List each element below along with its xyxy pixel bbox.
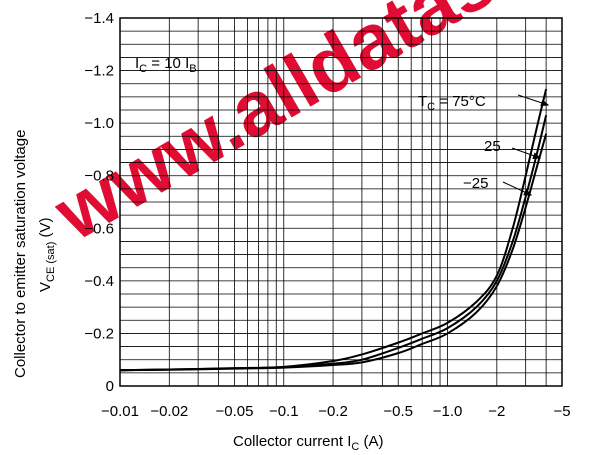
condition-label: IC = 10 IB (135, 55, 197, 75)
leader-75-arrow (540, 99, 550, 107)
series-label-75: TC = 75°C (418, 93, 486, 113)
x-tick-label: −5 (553, 403, 570, 420)
x-tick-label: −0.02 (150, 403, 188, 420)
y-tick-label: 0 (106, 378, 114, 395)
grid (120, 18, 562, 386)
x-tick-labels: −0.01 −0.02 −0.05 −0.1 −0.2 −0.5 −1.0 −2 −5 (101, 403, 571, 420)
x-tick-label: −0.5 (383, 403, 413, 420)
series-curves (119, 88, 548, 372)
y-tick-label: −0.2 (84, 325, 114, 342)
y-axis-label-line2: VCE (sat) (V) (37, 217, 57, 292)
leader-25-arrow (532, 152, 542, 159)
y-tick-label: −1.0 (84, 115, 114, 132)
y-tick-label: −1.2 (84, 63, 114, 80)
y-tick-label: −0.4 (84, 273, 114, 290)
x-tick-label: −0.01 (101, 403, 139, 420)
plot-frame (119, 17, 563, 387)
y-tick-labels: 0 −0.2 −0.4 −0.6 −0.8 −1.0 −1.2 −1.4 (84, 10, 114, 395)
x-tick-label: −2 (488, 403, 505, 420)
y-tick-label: −0.8 (84, 168, 114, 185)
series-line-2 (119, 133, 548, 372)
watermark-text: www.alldatasheet.com (39, 0, 589, 258)
y-axis-label-line1: Collector to emitter saturation voltage (12, 130, 29, 378)
series-label-minus25: −25 (463, 175, 488, 192)
label-leader-lines (502, 94, 550, 196)
y-tick-label: −0.6 (84, 220, 114, 237)
leader-minus25-arrow (523, 188, 533, 196)
x-axis-label: Collector current IC (A) (233, 433, 384, 453)
y-tick-label: −1.4 (84, 10, 114, 27)
x-tick-label: −0.05 (215, 403, 253, 420)
x-tick-label: −0.2 (318, 403, 348, 420)
series-label-25: 25 (484, 138, 501, 155)
x-tick-label: −0.1 (269, 403, 299, 420)
x-tick-label: −1.0 (433, 403, 463, 420)
